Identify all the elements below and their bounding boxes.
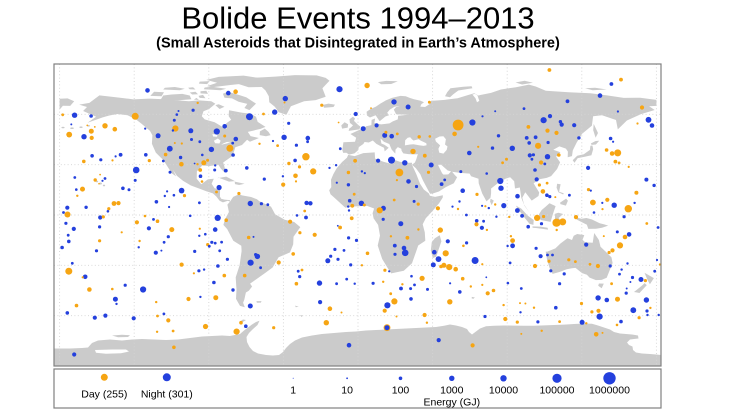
svg-text:Night (301): Night (301) — [141, 389, 193, 401]
svg-text:Day (255): Day (255) — [81, 389, 127, 401]
svg-text:10000: 10000 — [489, 385, 518, 397]
svg-text:1000: 1000 — [440, 385, 464, 397]
svg-text:10: 10 — [341, 385, 353, 397]
svg-text:Bolide Events 1994–2013: Bolide Events 1994–2013 — [181, 1, 534, 36]
svg-text:100000: 100000 — [539, 385, 574, 397]
svg-text:(Small Asteroids that Disinteg: (Small Asteroids that Disintegrated in E… — [156, 36, 560, 52]
svg-text:Energy (GJ): Energy (GJ) — [423, 397, 480, 409]
svg-text:1: 1 — [290, 385, 296, 397]
svg-text:1000000: 1000000 — [589, 385, 630, 397]
svg-text:100: 100 — [392, 385, 410, 397]
